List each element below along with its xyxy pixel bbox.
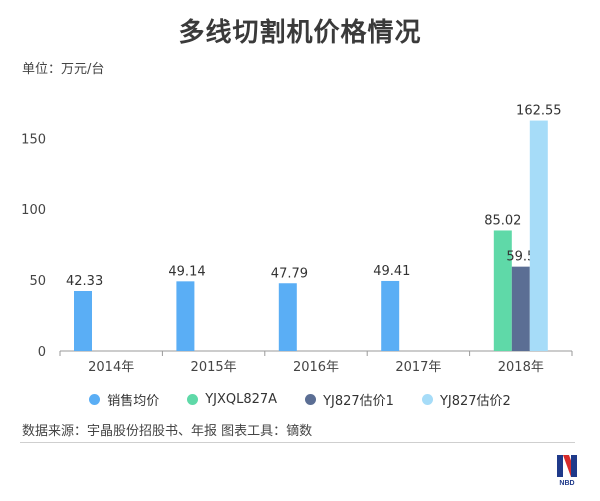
chart-title: 多线切割机价格情况 bbox=[178, 18, 422, 48]
legend-item-yjxql827a: YJXQL827A bbox=[187, 390, 277, 409]
logo-text: NBD bbox=[559, 480, 575, 487]
x-tick-label: 2015年 bbox=[191, 360, 237, 375]
bar bbox=[493, 230, 512, 351]
bar bbox=[176, 281, 195, 351]
bar bbox=[511, 266, 530, 351]
y-tick-label: 0 bbox=[38, 345, 46, 360]
y-tick-label: 100 bbox=[21, 203, 46, 218]
bar bbox=[529, 120, 548, 352]
data-label: 162.55 bbox=[516, 104, 562, 119]
legend-label: 销售均价 bbox=[107, 394, 160, 409]
nbd-logo-icon bbox=[557, 455, 577, 477]
data-label: 59.5 bbox=[506, 250, 535, 265]
x-tick-label: 2014年 bbox=[88, 360, 134, 375]
legend-item-yj827-est2: YJ827估价2 bbox=[421, 390, 511, 409]
legend: 销售均价 YJXQL827A YJ827估价1 YJ827估价2 bbox=[0, 390, 600, 409]
x-tick-label: 2017年 bbox=[395, 360, 441, 375]
x-tick-label: 2018年 bbox=[498, 360, 544, 375]
data-label: 42.33 bbox=[66, 274, 103, 289]
legend-swatch bbox=[187, 394, 199, 405]
footer-divider bbox=[20, 442, 575, 443]
legend-swatch bbox=[305, 394, 317, 405]
legend-label: YJ827估价2 bbox=[439, 394, 511, 409]
data-label: 49.14 bbox=[168, 264, 205, 279]
legend-label: YJXQL827A bbox=[205, 392, 278, 407]
y-tick-label: 150 bbox=[21, 132, 46, 147]
y-tick-label: 50 bbox=[29, 274, 46, 289]
x-tick-label: 2016年 bbox=[293, 360, 339, 375]
bar-chart: 0 50 100 150 2014年 42.33 2015年 49.14 2016年 47.79 2… bbox=[21, 104, 573, 375]
legend-item-sales-avg: 销售均价 bbox=[89, 390, 159, 409]
legend-label: YJ827估价1 bbox=[323, 394, 394, 409]
legend-item-yj827-est1: YJ827估价1 bbox=[305, 390, 394, 409]
bar bbox=[278, 283, 297, 351]
source-note: 数据来源：宇晶股份招股书、年报 图表工具：镝数 bbox=[22, 424, 313, 439]
data-label: 47.79 bbox=[271, 266, 308, 281]
data-label: 49.41 bbox=[373, 264, 410, 279]
bar bbox=[381, 280, 400, 351]
unit-label: 单位：万元/台 bbox=[22, 62, 105, 77]
data-label: 85.02 bbox=[484, 213, 521, 228]
bar bbox=[74, 290, 92, 351]
nbd-logo: NBD bbox=[555, 453, 579, 491]
legend-swatch bbox=[89, 394, 101, 405]
legend-swatch bbox=[421, 394, 433, 405]
